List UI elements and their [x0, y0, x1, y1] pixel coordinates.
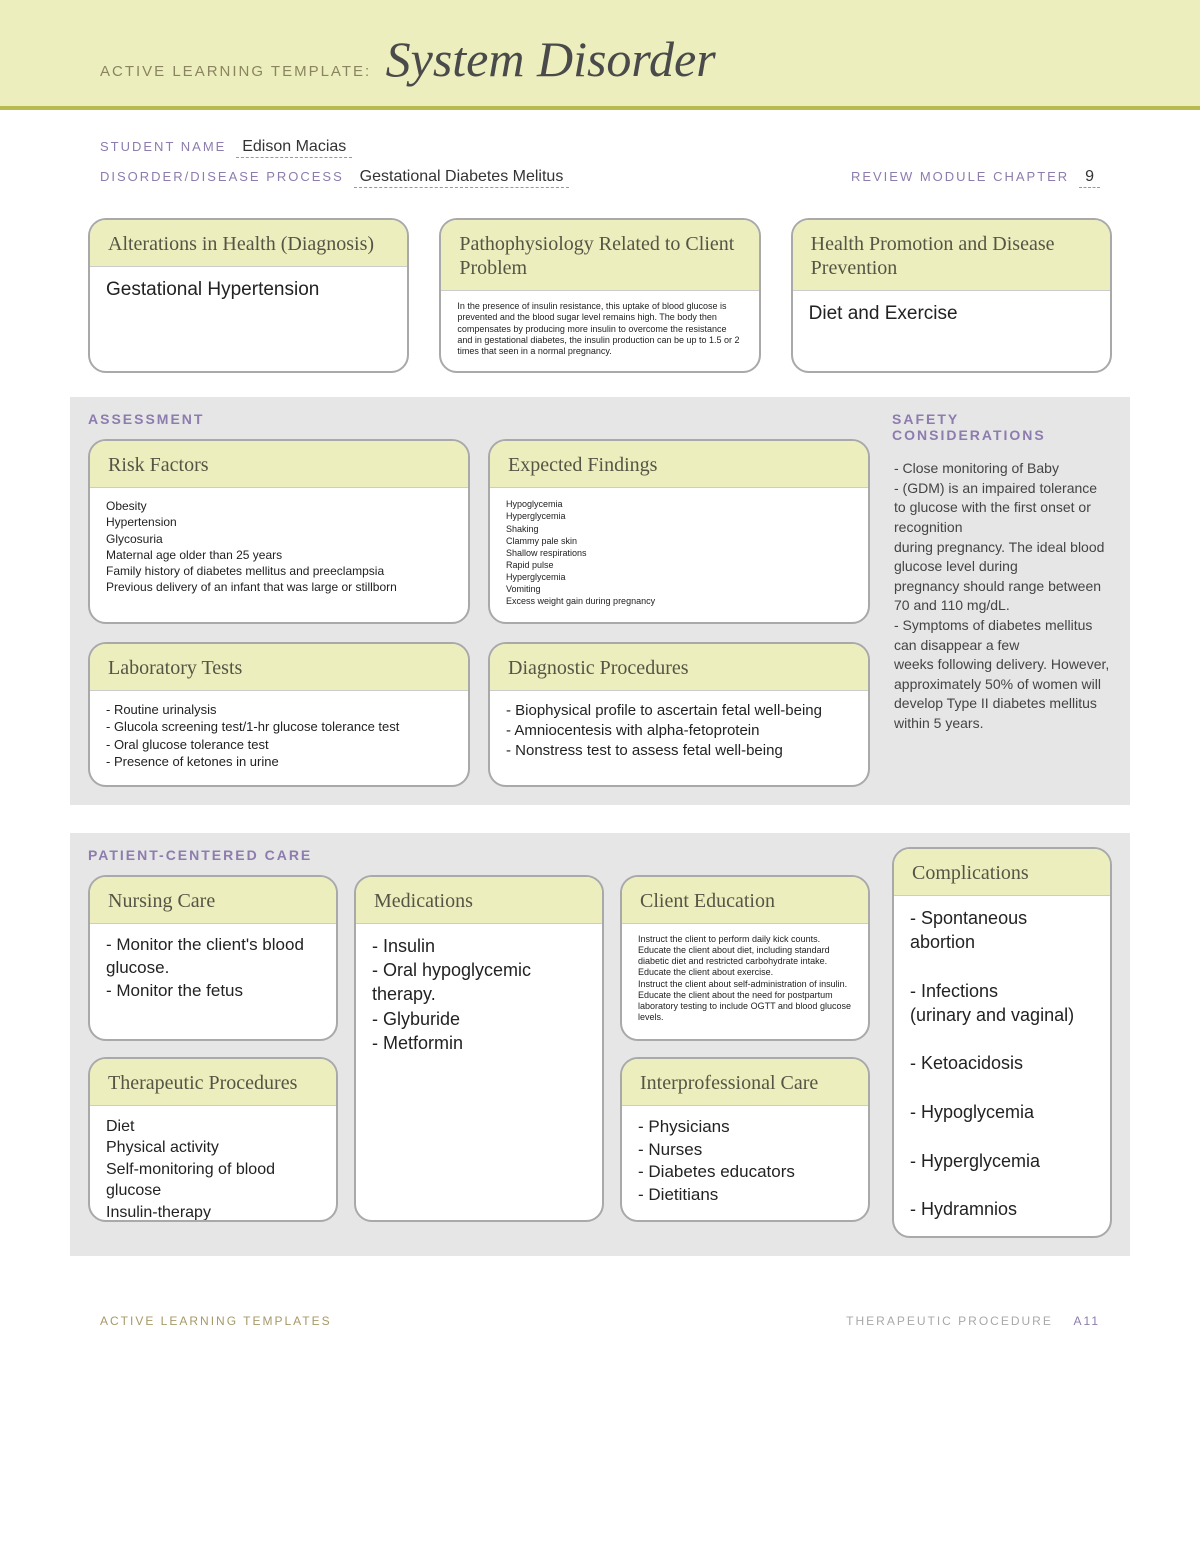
banner-title: System Disorder — [386, 30, 716, 88]
nursing-care-title: Nursing Care — [90, 877, 336, 924]
expected-findings-body: Hypoglycemia Hyperglycemia Shaking Clamm… — [490, 488, 868, 621]
health-promotion-title: Health Promotion and Disease Prevention — [793, 220, 1110, 291]
student-name-label: STUDENT NAME — [100, 139, 226, 154]
health-promotion-body: Diet and Exercise — [793, 291, 1110, 341]
lab-tests-card: Laboratory Tests - Routine urinalysis - … — [88, 642, 470, 787]
therapeutic-body: Diet Physical activity Self-monitoring o… — [90, 1106, 336, 1223]
diagnostic-title: Diagnostic Procedures — [490, 644, 868, 691]
assessment-section: ASSESSMENT Risk Factors Obesity Hyperten… — [70, 397, 1130, 804]
page: ACTIVE LEARNING TEMPLATE: System Disorde… — [0, 0, 1200, 1378]
risk-factors-body: Obesity Hypertension Glycosuria Maternal… — [90, 488, 468, 609]
disorder-label: DISORDER/DISEASE PROCESS — [100, 169, 344, 184]
alterations-body: Gestational Hypertension — [90, 267, 407, 317]
client-education-body: Instruct the client to perform daily kic… — [622, 924, 868, 1038]
chapter-value: 9 — [1079, 168, 1100, 188]
alterations-title: Alterations in Health (Diagnosis) — [90, 220, 407, 267]
diagnostic-body: - Biophysical profile to ascertain fetal… — [490, 691, 868, 776]
safety-body: - Close monitoring of Baby - (GDM) is an… — [892, 455, 1112, 737]
expected-findings-title: Expected Findings — [490, 441, 868, 488]
interprofessional-body: - Physicians - Nurses - Diabetes educato… — [622, 1106, 868, 1222]
interprofessional-title: Interprofessional Care — [622, 1059, 868, 1106]
meta-block: STUDENT NAME Edison Macias DISORDER/DISE… — [0, 110, 1200, 218]
pathophysiology-body: In the presence of insulin resistance, t… — [441, 291, 758, 371]
health-promotion-card: Health Promotion and Disease Prevention … — [791, 218, 1112, 373]
pathophysiology-title: Pathophysiology Related to Client Proble… — [441, 220, 758, 291]
complications-title: Complications — [894, 849, 1110, 896]
footer: ACTIVE LEARNING TEMPLATES THERAPEUTIC PR… — [0, 1284, 1200, 1338]
medications-card: Medications - Insulin - Oral hypoglycemi… — [354, 875, 604, 1223]
client-education-card: Client Education Instruct the client to … — [620, 875, 870, 1041]
interprofessional-card: Interprofessional Care - Physicians - Nu… — [620, 1057, 870, 1223]
diagnostic-card: Diagnostic Procedures - Biophysical prof… — [488, 642, 870, 787]
assessment-title: ASSESSMENT — [88, 411, 870, 427]
complications-body: - Spontaneous abortion - Infections (uri… — [894, 896, 1110, 1236]
therapeutic-title: Therapeutic Procedures — [90, 1059, 336, 1106]
lab-tests-title: Laboratory Tests — [90, 644, 468, 691]
pcc-title: PATIENT-CENTERED CARE — [88, 847, 870, 863]
chapter-label: REVIEW MODULE CHAPTER — [851, 169, 1069, 184]
footer-left: ACTIVE LEARNING TEMPLATES — [100, 1314, 332, 1328]
medications-title: Medications — [356, 877, 602, 924]
pathophysiology-card: Pathophysiology Related to Client Proble… — [439, 218, 760, 373]
page-number: A11 — [1074, 1314, 1100, 1328]
client-education-title: Client Education — [622, 877, 868, 924]
safety-title: SAFETY CONSIDERATIONS — [892, 411, 1112, 443]
medications-body: - Insulin - Oral hypoglycemic therapy. -… — [356, 924, 602, 1069]
expected-findings-card: Expected Findings Hypoglycemia Hyperglyc… — [488, 439, 870, 623]
disorder-value: Gestational Diabetes Melitus — [354, 168, 570, 188]
banner-label: ACTIVE LEARNING TEMPLATE: — [100, 63, 371, 80]
top-cards-row: Alterations in Health (Diagnosis) Gestat… — [70, 218, 1130, 373]
student-name-value: Edison Macias — [236, 138, 352, 158]
nursing-care-body: - Monitor the client's blood glucose. - … — [90, 924, 336, 1017]
risk-factors-title: Risk Factors — [90, 441, 468, 488]
complications-card: Complications - Spontaneous abortion - I… — [892, 847, 1112, 1238]
lab-tests-body: - Routine urinalysis - Glucola screening… — [90, 691, 468, 785]
pcc-section: PATIENT-CENTERED CARE Nursing Care - Mon… — [70, 833, 1130, 1256]
risk-factors-card: Risk Factors Obesity Hypertension Glycos… — [88, 439, 470, 623]
banner: ACTIVE LEARNING TEMPLATE: System Disorde… — [0, 0, 1200, 110]
footer-right: THERAPEUTIC PROCEDURE — [846, 1314, 1053, 1328]
alterations-card: Alterations in Health (Diagnosis) Gestat… — [88, 218, 409, 373]
therapeutic-card: Therapeutic Procedures Diet Physical act… — [88, 1057, 338, 1223]
nursing-care-card: Nursing Care - Monitor the client's bloo… — [88, 875, 338, 1041]
